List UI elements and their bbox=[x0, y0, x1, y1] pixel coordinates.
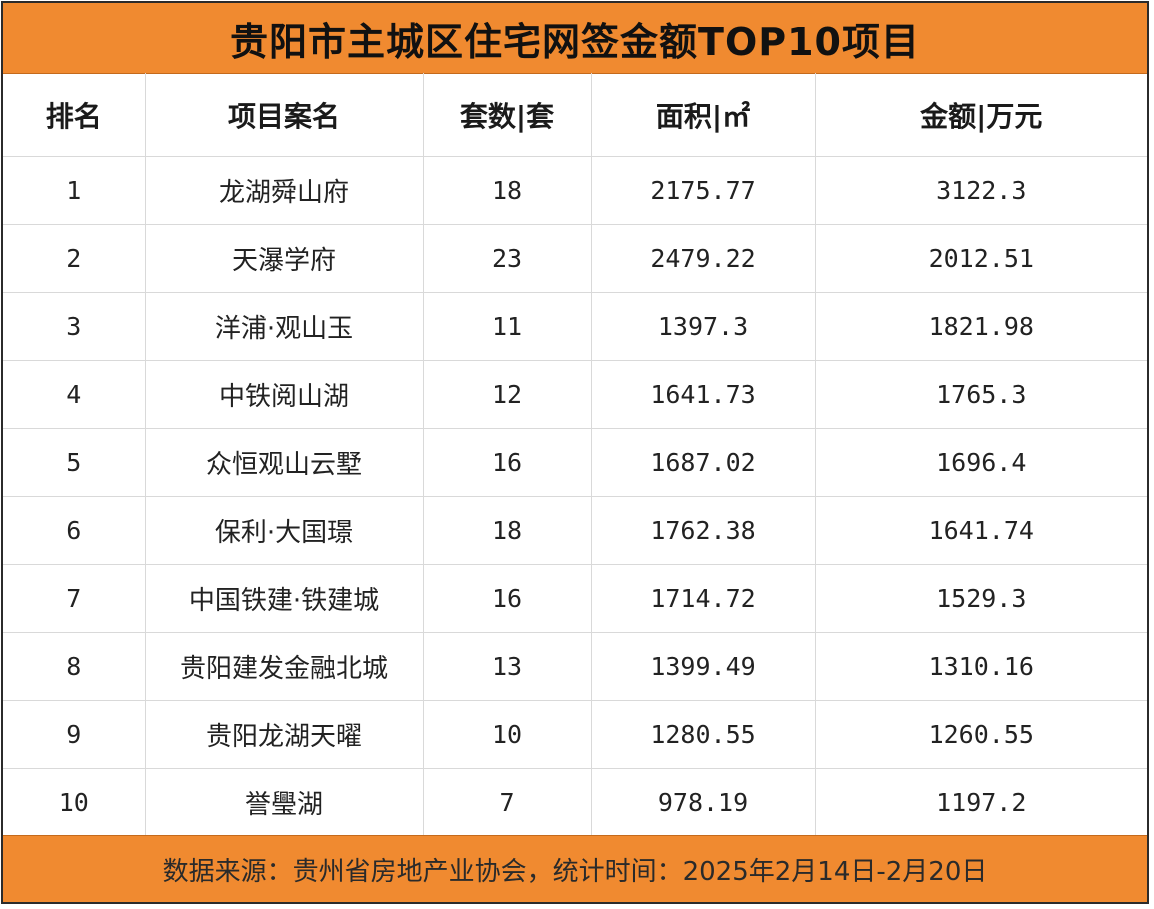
header-area: 面积|㎡ bbox=[590, 73, 816, 157]
cell-area: 1762.38 bbox=[590, 496, 816, 565]
table-row: 10 誉璺湖 7 978.19 1197.2 bbox=[3, 768, 1147, 837]
table-row: 2 天瀑学府 23 2479.22 2012.51 bbox=[3, 224, 1147, 293]
cell-units: 16 bbox=[422, 564, 592, 633]
cell-units: 18 bbox=[422, 156, 592, 225]
cell-project: 贵阳龙湖天曜 bbox=[144, 700, 424, 769]
table-header-row: 排名 项目案名 套数|套 面积|㎡ 金额|万元 bbox=[3, 73, 1147, 157]
header-rank: 排名 bbox=[3, 73, 146, 157]
table-row: 4 中铁阅山湖 12 1641.73 1765.3 bbox=[3, 360, 1147, 429]
cell-rank: 8 bbox=[3, 632, 146, 701]
cell-area: 2175.77 bbox=[590, 156, 816, 225]
cell-area: 1280.55 bbox=[590, 700, 816, 769]
data-source-footer: 数据来源：贵州省房地产业协会，统计时间：2025年2月14日-2月20日 bbox=[3, 835, 1147, 902]
ranking-table: 排名 项目案名 套数|套 面积|㎡ 金额|万元 1 龙湖舜山府 18 2175.… bbox=[3, 73, 1147, 837]
cell-rank: 2 bbox=[3, 224, 146, 293]
cell-project: 洋浦·观山玉 bbox=[144, 292, 424, 361]
cell-units: 16 bbox=[422, 428, 592, 497]
cell-project: 保利·大国璟 bbox=[144, 496, 424, 565]
cell-project: 中国铁建·铁建城 bbox=[144, 564, 424, 633]
table-row: 1 龙湖舜山府 18 2175.77 3122.3 bbox=[3, 156, 1147, 225]
cell-units: 10 bbox=[422, 700, 592, 769]
cell-amount: 1197.2 bbox=[814, 768, 1147, 837]
table-row: 7 中国铁建·铁建城 16 1714.72 1529.3 bbox=[3, 564, 1147, 633]
cell-project: 中铁阅山湖 bbox=[144, 360, 424, 429]
cell-units: 12 bbox=[422, 360, 592, 429]
cell-area: 1687.02 bbox=[590, 428, 816, 497]
cell-units: 11 bbox=[422, 292, 592, 361]
table-title: 贵阳市主城区住宅网签金额TOP10项目 bbox=[3, 3, 1147, 74]
cell-rank: 10 bbox=[3, 768, 146, 837]
cell-rank: 6 bbox=[3, 496, 146, 565]
cell-units: 7 bbox=[422, 768, 592, 837]
cell-amount: 1641.74 bbox=[814, 496, 1147, 565]
table-row: 6 保利·大国璟 18 1762.38 1641.74 bbox=[3, 496, 1147, 565]
cell-units: 13 bbox=[422, 632, 592, 701]
table-row: 9 贵阳龙湖天曜 10 1280.55 1260.55 bbox=[3, 700, 1147, 769]
header-project: 项目案名 bbox=[144, 73, 424, 157]
cell-rank: 4 bbox=[3, 360, 146, 429]
cell-units: 23 bbox=[422, 224, 592, 293]
cell-area: 1714.72 bbox=[590, 564, 816, 633]
cell-project: 天瀑学府 bbox=[144, 224, 424, 293]
header-amount: 金额|万元 bbox=[814, 73, 1147, 157]
cell-area: 1641.73 bbox=[590, 360, 816, 429]
cell-project: 龙湖舜山府 bbox=[144, 156, 424, 225]
cell-rank: 7 bbox=[3, 564, 146, 633]
cell-area: 2479.22 bbox=[590, 224, 816, 293]
cell-area: 978.19 bbox=[590, 768, 816, 837]
cell-amount: 1696.4 bbox=[814, 428, 1147, 497]
cell-amount: 1310.16 bbox=[814, 632, 1147, 701]
cell-project: 贵阳建发金融北城 bbox=[144, 632, 424, 701]
table-row: 5 众恒观山云墅 16 1687.02 1696.4 bbox=[3, 428, 1147, 497]
cell-amount: 2012.51 bbox=[814, 224, 1147, 293]
cell-area: 1399.49 bbox=[590, 632, 816, 701]
cell-rank: 5 bbox=[3, 428, 146, 497]
cell-amount: 3122.3 bbox=[814, 156, 1147, 225]
cell-units: 18 bbox=[422, 496, 592, 565]
table-row: 8 贵阳建发金融北城 13 1399.49 1310.16 bbox=[3, 632, 1147, 701]
table-row: 3 洋浦·观山玉 11 1397.3 1821.98 bbox=[3, 292, 1147, 361]
cell-amount: 1260.55 bbox=[814, 700, 1147, 769]
cell-amount: 1529.3 bbox=[814, 564, 1147, 633]
cell-amount: 1821.98 bbox=[814, 292, 1147, 361]
cell-project: 誉璺湖 bbox=[144, 768, 424, 837]
header-units: 套数|套 bbox=[422, 73, 592, 157]
cell-rank: 1 bbox=[3, 156, 146, 225]
cell-rank: 9 bbox=[3, 700, 146, 769]
cell-amount: 1765.3 bbox=[814, 360, 1147, 429]
cell-rank: 3 bbox=[3, 292, 146, 361]
cell-area: 1397.3 bbox=[590, 292, 816, 361]
cell-project: 众恒观山云墅 bbox=[144, 428, 424, 497]
